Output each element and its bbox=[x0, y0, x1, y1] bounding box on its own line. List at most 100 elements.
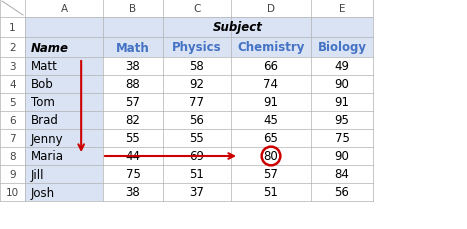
Bar bbox=[25, 183, 103, 201]
Text: Subject: Subject bbox=[213, 21, 263, 34]
Bar bbox=[0, 0, 25, 18]
Bar bbox=[25, 165, 103, 183]
Bar bbox=[163, 38, 231, 58]
Text: A: A bbox=[60, 4, 68, 14]
Text: E: E bbox=[339, 4, 345, 14]
Bar bbox=[0, 183, 25, 201]
Text: 74: 74 bbox=[263, 78, 278, 91]
Bar bbox=[0, 129, 25, 147]
Text: Biology: Biology bbox=[318, 41, 367, 54]
Bar bbox=[163, 147, 231, 165]
Text: 56: 56 bbox=[334, 186, 349, 199]
Text: 91: 91 bbox=[334, 96, 349, 109]
Text: Jill: Jill bbox=[31, 168, 44, 181]
Text: 58: 58 bbox=[190, 60, 205, 73]
Text: Matt: Matt bbox=[31, 60, 58, 73]
Text: Tom: Tom bbox=[31, 96, 55, 109]
Text: Physics: Physics bbox=[172, 41, 222, 54]
Bar bbox=[231, 0, 311, 18]
Bar bbox=[163, 58, 231, 76]
Bar bbox=[311, 147, 373, 165]
Text: 49: 49 bbox=[334, 60, 349, 73]
Text: 57: 57 bbox=[263, 168, 278, 181]
Text: 10: 10 bbox=[6, 187, 19, 197]
Text: 55: 55 bbox=[190, 132, 205, 145]
Bar bbox=[103, 94, 163, 112]
Text: 55: 55 bbox=[126, 132, 141, 145]
Text: 90: 90 bbox=[334, 78, 349, 91]
Text: 57: 57 bbox=[126, 96, 141, 109]
Bar bbox=[231, 94, 311, 112]
Bar bbox=[25, 76, 103, 94]
Bar bbox=[103, 58, 163, 76]
Bar bbox=[103, 183, 163, 201]
Bar bbox=[311, 38, 373, 58]
Bar bbox=[25, 112, 103, 129]
Bar bbox=[231, 76, 311, 94]
Text: Jenny: Jenny bbox=[31, 132, 64, 145]
Text: Maria: Maria bbox=[31, 150, 64, 163]
Text: 90: 90 bbox=[334, 150, 349, 163]
Bar bbox=[163, 0, 231, 18]
Bar bbox=[0, 94, 25, 112]
Text: 45: 45 bbox=[263, 114, 278, 127]
Bar bbox=[163, 112, 231, 129]
Bar bbox=[231, 38, 311, 58]
Bar bbox=[0, 112, 25, 129]
Text: Chemistry: Chemistry bbox=[237, 41, 304, 54]
Bar bbox=[103, 147, 163, 165]
Bar bbox=[0, 58, 25, 76]
Text: 95: 95 bbox=[334, 114, 349, 127]
Bar bbox=[311, 183, 373, 201]
Text: Math: Math bbox=[116, 41, 150, 54]
Bar bbox=[103, 0, 163, 18]
Text: Name: Name bbox=[31, 41, 69, 54]
Text: D: D bbox=[267, 4, 275, 14]
Text: 3: 3 bbox=[9, 62, 16, 72]
Text: 44: 44 bbox=[126, 150, 141, 163]
Text: 75: 75 bbox=[126, 168, 141, 181]
Text: 2: 2 bbox=[9, 43, 16, 53]
Text: 38: 38 bbox=[126, 186, 141, 199]
Bar bbox=[311, 76, 373, 94]
Bar bbox=[311, 112, 373, 129]
Text: 56: 56 bbox=[190, 114, 205, 127]
Text: C: C bbox=[193, 4, 201, 14]
Bar bbox=[0, 18, 25, 38]
Bar bbox=[103, 129, 163, 147]
Bar bbox=[25, 58, 103, 76]
Text: 82: 82 bbox=[126, 114, 141, 127]
Bar bbox=[163, 165, 231, 183]
Bar bbox=[311, 94, 373, 112]
Bar bbox=[25, 147, 103, 165]
Bar bbox=[231, 58, 311, 76]
Bar bbox=[311, 165, 373, 183]
Bar bbox=[0, 76, 25, 94]
Text: Bob: Bob bbox=[31, 78, 54, 91]
Bar bbox=[311, 129, 373, 147]
Bar bbox=[0, 165, 25, 183]
Bar bbox=[163, 94, 231, 112]
Text: 80: 80 bbox=[264, 150, 278, 163]
Text: 7: 7 bbox=[9, 134, 16, 143]
Bar bbox=[0, 147, 25, 165]
Bar bbox=[0, 38, 25, 58]
Text: 51: 51 bbox=[190, 168, 205, 181]
Bar bbox=[311, 58, 373, 76]
Bar bbox=[231, 129, 311, 147]
Text: 91: 91 bbox=[263, 96, 278, 109]
Bar bbox=[163, 129, 231, 147]
Bar bbox=[231, 147, 311, 165]
Bar bbox=[25, 94, 103, 112]
Text: 51: 51 bbox=[263, 186, 278, 199]
Text: 8: 8 bbox=[9, 151, 16, 161]
Text: 65: 65 bbox=[263, 132, 278, 145]
Text: 37: 37 bbox=[190, 186, 205, 199]
Bar bbox=[163, 183, 231, 201]
Bar bbox=[25, 18, 103, 38]
Text: 69: 69 bbox=[190, 150, 205, 163]
Text: Josh: Josh bbox=[31, 186, 55, 199]
Bar bbox=[25, 0, 103, 18]
Bar bbox=[231, 165, 311, 183]
Text: 9: 9 bbox=[9, 169, 16, 179]
